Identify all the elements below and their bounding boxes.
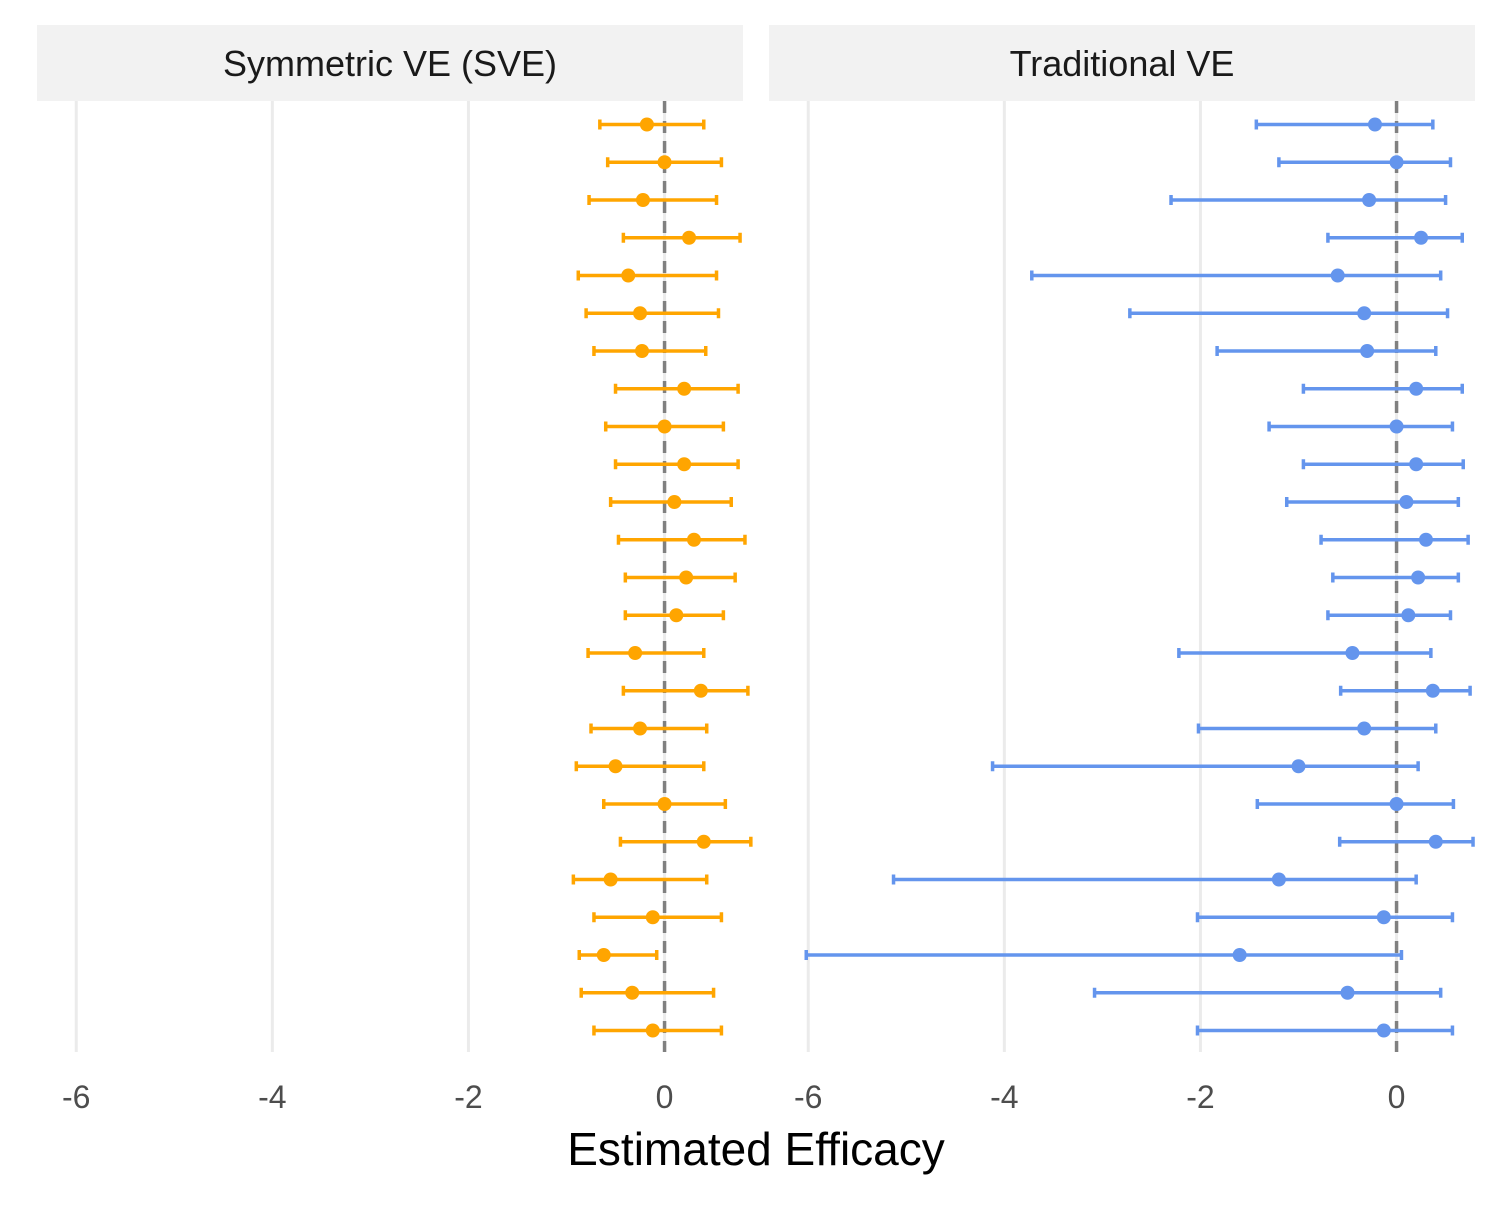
point-estimate-sve — [696, 834, 711, 849]
point-estimate-traditional — [1428, 834, 1443, 849]
point-estimate-sve — [639, 117, 654, 132]
point-estimate-traditional — [1389, 797, 1404, 811]
point-estimate-sve — [677, 457, 692, 472]
point-estimate-traditional — [1409, 381, 1424, 396]
point-estimate-sve — [686, 532, 701, 547]
point-estimate-traditional — [1389, 155, 1404, 170]
point-estimate-sve — [621, 268, 636, 283]
point-estimate-sve — [625, 985, 640, 1000]
x-tick-label-sve: -6 — [62, 1079, 90, 1115]
point-estimate-traditional — [1291, 759, 1306, 774]
x-tick-label-traditional: 0 — [1388, 1079, 1406, 1115]
point-estimate-traditional — [1389, 419, 1404, 434]
point-estimate-sve — [657, 797, 672, 811]
point-estimate-traditional — [1425, 683, 1440, 698]
point-estimate-sve — [596, 948, 611, 962]
point-estimate-traditional — [1340, 985, 1355, 1000]
point-estimate-traditional — [1411, 570, 1426, 585]
facet-strip-sve — [37, 25, 743, 101]
point-estimate-sve — [677, 381, 692, 396]
point-estimate-traditional — [1357, 306, 1372, 321]
x-tick-label-traditional: -6 — [794, 1079, 822, 1115]
point-estimate-traditional — [1414, 230, 1429, 245]
point-estimate-sve — [645, 1023, 660, 1038]
point-estimate-sve — [635, 193, 650, 207]
facet-title-sve: Symmetric VE (SVE) — [223, 43, 557, 84]
point-estimate-traditional — [1409, 457, 1424, 472]
point-estimate-sve — [682, 230, 697, 245]
point-estimate-sve — [603, 872, 618, 887]
point-estimate-traditional — [1399, 495, 1414, 509]
x-tick-label-sve: -2 — [454, 1079, 482, 1115]
point-estimate-traditional — [1330, 268, 1345, 283]
point-estimate-traditional — [1367, 117, 1382, 132]
x-tick-label-sve: 0 — [656, 1079, 674, 1115]
facet-strip-traditional — [769, 25, 1475, 101]
point-estimate-traditional — [1376, 1023, 1391, 1038]
point-estimate-sve — [628, 646, 643, 660]
point-estimate-sve — [667, 495, 682, 509]
point-estimate-traditional — [1418, 532, 1433, 547]
point-estimate-traditional — [1357, 721, 1372, 736]
point-estimate-sve — [657, 155, 672, 170]
point-estimate-sve — [679, 570, 694, 585]
x-tick-label-traditional: -2 — [1186, 1079, 1214, 1115]
point-estimate-traditional — [1362, 193, 1377, 207]
point-estimate-traditional — [1360, 344, 1375, 358]
point-estimate-sve — [669, 608, 684, 623]
point-estimate-sve — [645, 910, 660, 925]
point-estimate-traditional — [1271, 872, 1286, 887]
point-estimate-traditional — [1376, 910, 1391, 925]
x-axis-title: Estimated Efficacy — [567, 1123, 945, 1175]
point-estimate-traditional — [1232, 948, 1247, 962]
point-estimate-sve — [693, 683, 708, 698]
point-estimate-sve — [635, 344, 650, 358]
point-estimate-sve — [608, 759, 623, 774]
facet-title-traditional: Traditional VE — [1010, 43, 1235, 84]
point-estimate-sve — [633, 306, 648, 321]
x-tick-label-traditional: -4 — [990, 1079, 1018, 1115]
x-tick-label-sve: -4 — [258, 1079, 286, 1115]
point-estimate-sve — [633, 721, 648, 736]
point-estimate-traditional — [1345, 646, 1360, 660]
point-estimate-sve — [657, 419, 672, 434]
point-estimate-traditional — [1401, 608, 1416, 623]
